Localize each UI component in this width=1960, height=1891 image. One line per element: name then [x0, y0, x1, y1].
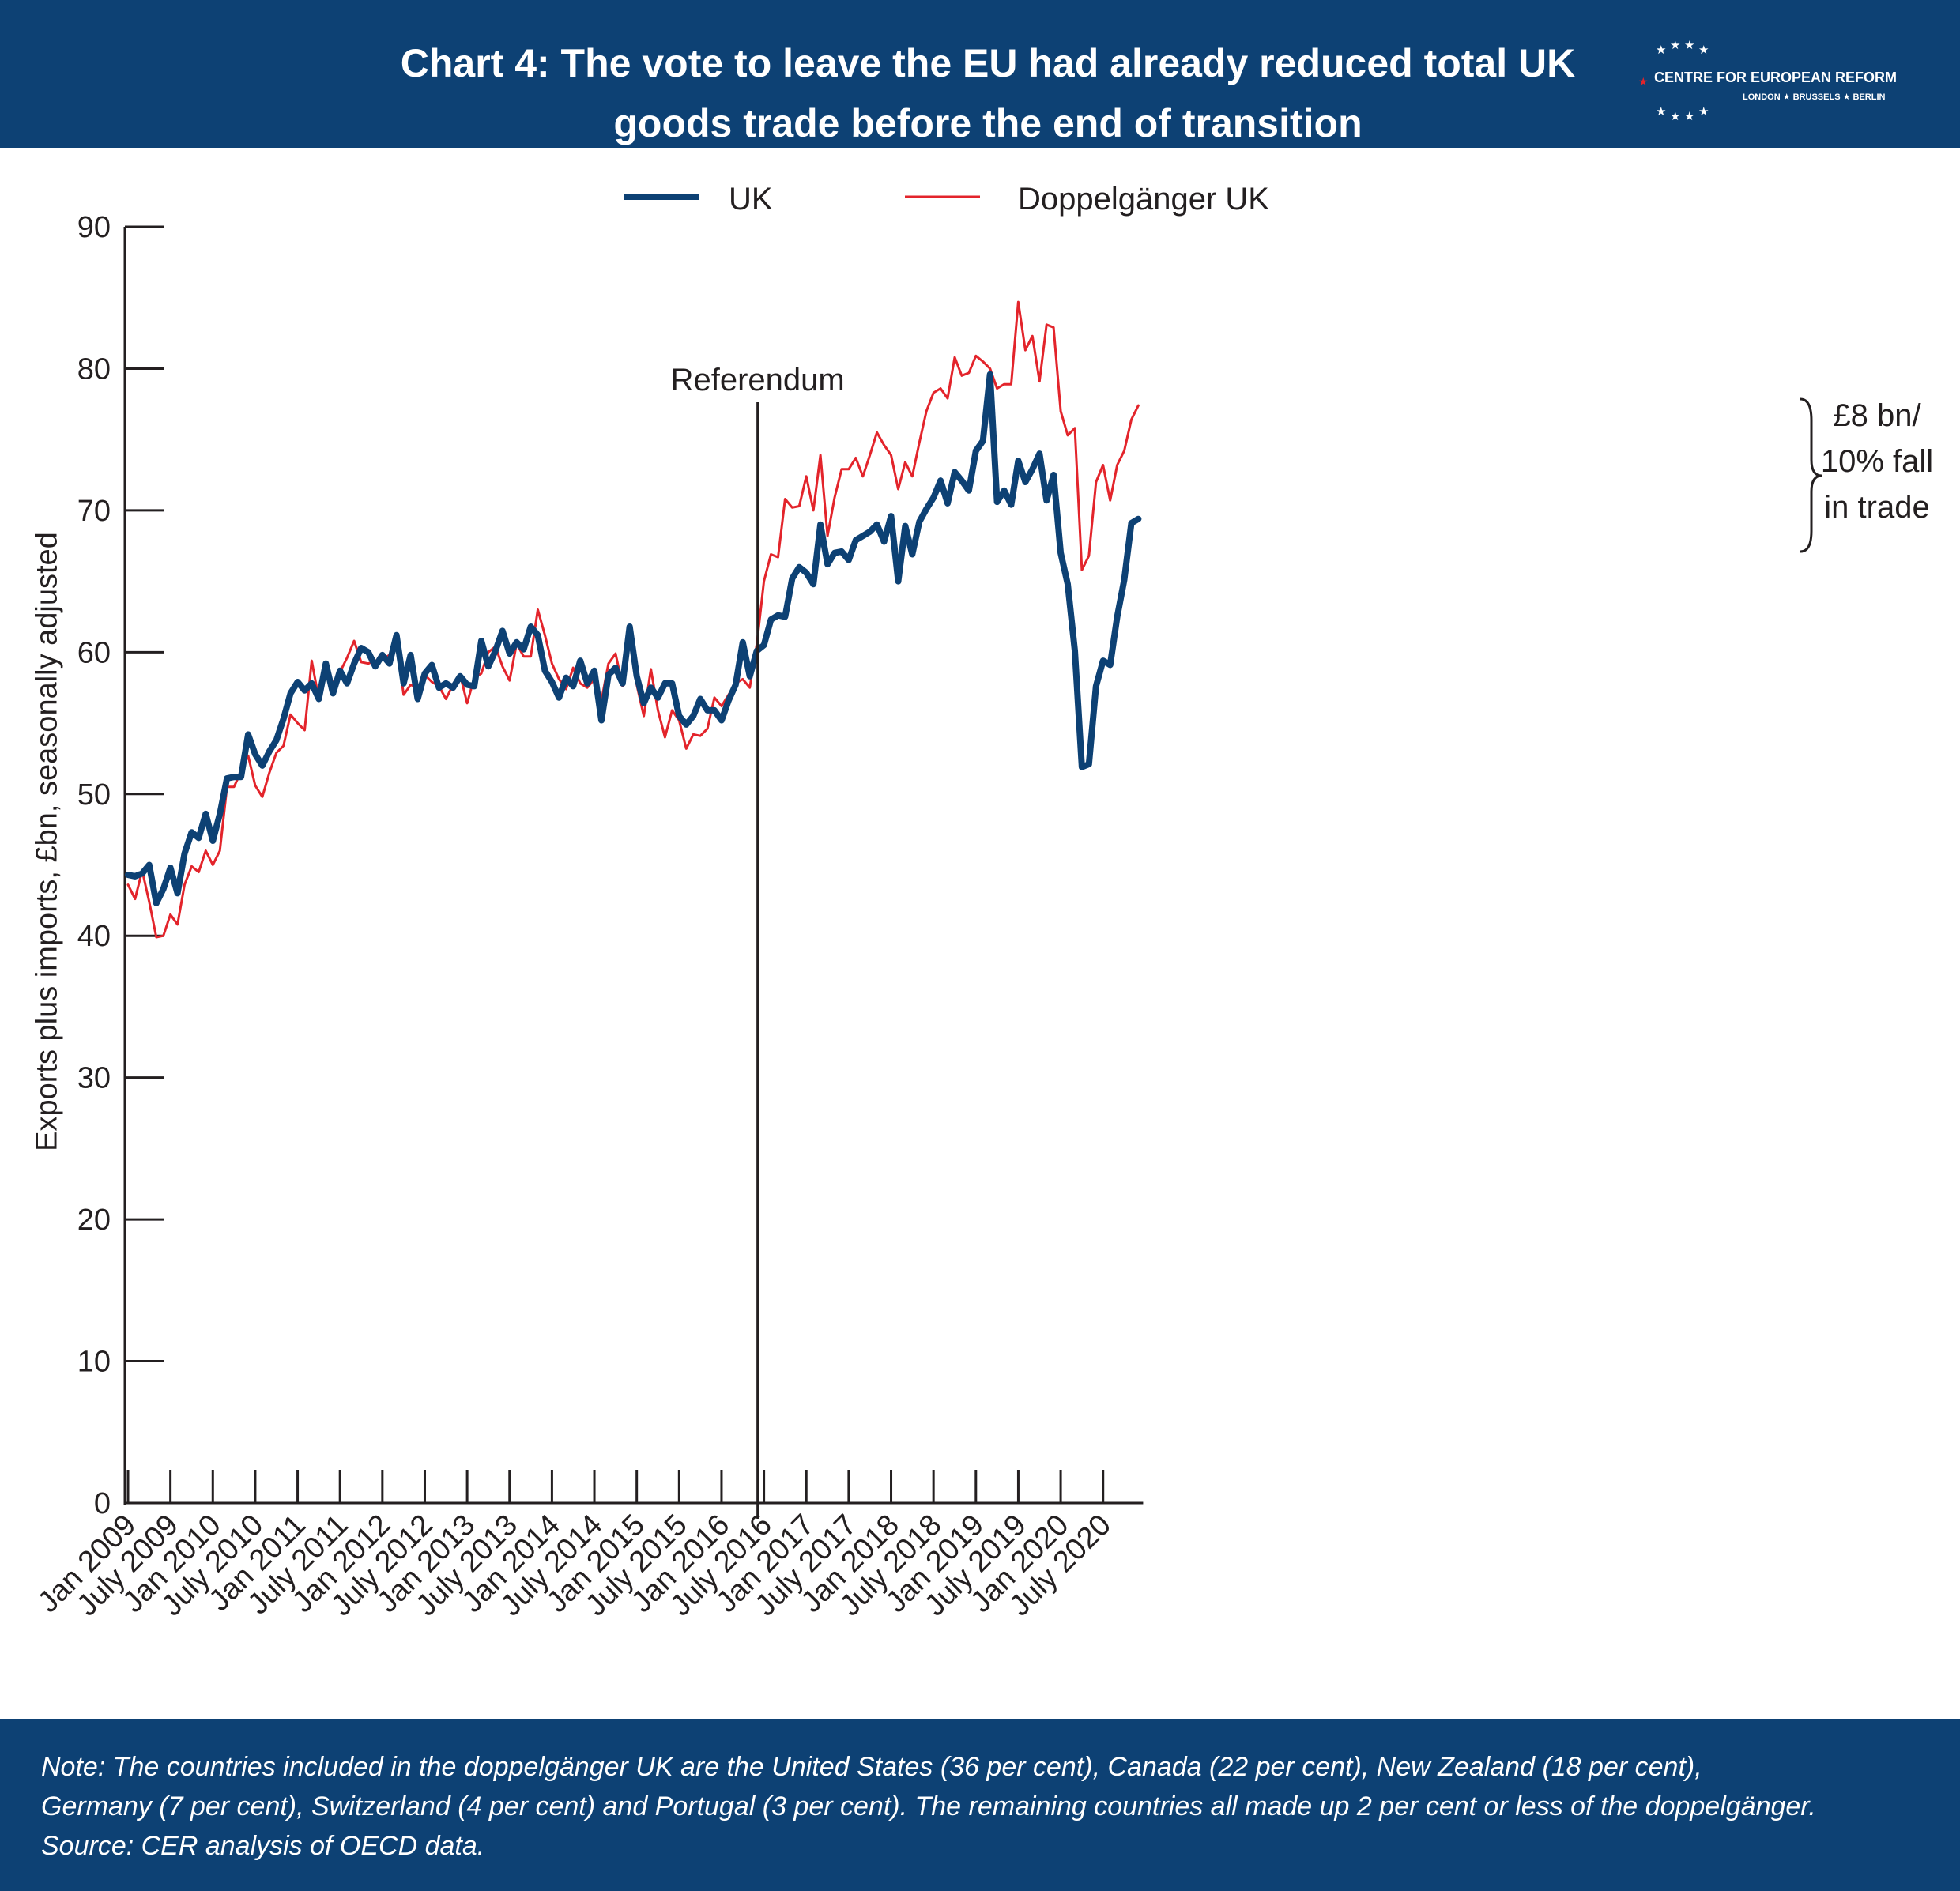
y-tick-label: 30: [77, 1062, 111, 1095]
gap-annotation-line-2: 10% fall: [1821, 444, 1933, 479]
legend: UK Doppelgänger UK: [624, 182, 1269, 217]
note-line-2: Germany (7 per cent), Switzerland (4 per…: [41, 1791, 1816, 1821]
y-tick-label: 10: [77, 1346, 111, 1379]
y-tick-label: 60: [77, 636, 111, 669]
y-tick-label: 40: [77, 920, 111, 953]
y-tick-label: 20: [77, 1204, 111, 1237]
y-axis: 0 10 20 30 40 50 60 70 80 90: [77, 211, 164, 1520]
logo-stars: ★ ★ ★ ★ ★ ★ ★ ★ ★: [1638, 38, 1709, 123]
gap-brace: [1800, 397, 1822, 553]
svg-text:★: ★: [1670, 38, 1680, 52]
series-line-uk: [125, 371, 1142, 906]
logo-name: CENTRE FOR EUROPEAN REFORM: [1654, 70, 1898, 85]
svg-text:★: ★: [1684, 38, 1694, 52]
logo-cities: LONDON ★ BRUSSELS ★ BERLIN: [1743, 92, 1886, 102]
y-tick-label: 80: [77, 352, 111, 386]
header-bar: Chart 4: The vote to leave the EU had al…: [0, 0, 1960, 148]
y-tick-label: 90: [77, 211, 111, 244]
svg-text:★: ★: [1698, 104, 1709, 119]
svg-text:★: ★: [1670, 109, 1680, 123]
footer-bar: Note: The countries included in the dopp…: [0, 1719, 1960, 1891]
svg-text:★: ★: [1698, 43, 1709, 57]
legend-label-uk: UK: [729, 182, 773, 217]
y-tick-label: 0: [94, 1487, 111, 1520]
y-tick-label: 70: [77, 495, 111, 528]
svg-text:★: ★: [1684, 109, 1694, 123]
chart-area: UK Doppelgänger UK 0 10 20 30 40 50 60 70 80 90 J…: [32, 182, 1933, 1622]
referendum-marker: Referendum: [671, 363, 845, 1519]
note-line-3: Source: CER analysis of OECD data.: [41, 1831, 485, 1861]
svg-text:★: ★: [1656, 104, 1666, 119]
gap-annotation-line-3: in trade: [1824, 490, 1929, 525]
note-line-1: Note: The countries included in the dopp…: [41, 1752, 1702, 1782]
gap-annotation-line-1: £8 bn/: [1833, 398, 1921, 433]
svg-text:★: ★: [1656, 43, 1666, 57]
gap-annotation: £8 bn/ 10% fall in trade: [1800, 397, 1933, 553]
cer-logo: ★ ★ ★ ★ ★ ★ ★ ★ ★ CENTRE FOR EUROPEAN REFORM L…: [1632, 38, 1901, 125]
referendum-label: Referendum: [671, 363, 845, 397]
series-layer: [125, 300, 1142, 939]
legend-label-doppelganger: Doppelgänger UK: [1018, 182, 1269, 217]
chart-title-line-2: goods trade before the end of transition: [613, 101, 1363, 145]
y-tick-label: 50: [77, 778, 111, 812]
chart-title: Chart 4: The vote to leave the EU had al…: [237, 33, 1739, 153]
chart-title-line-1: Chart 4: The vote to leave the EU had al…: [400, 41, 1576, 85]
y-axis-label: Exports plus imports, £bn, seasonally ad…: [30, 532, 64, 1151]
svg-text:★: ★: [1638, 76, 1649, 89]
